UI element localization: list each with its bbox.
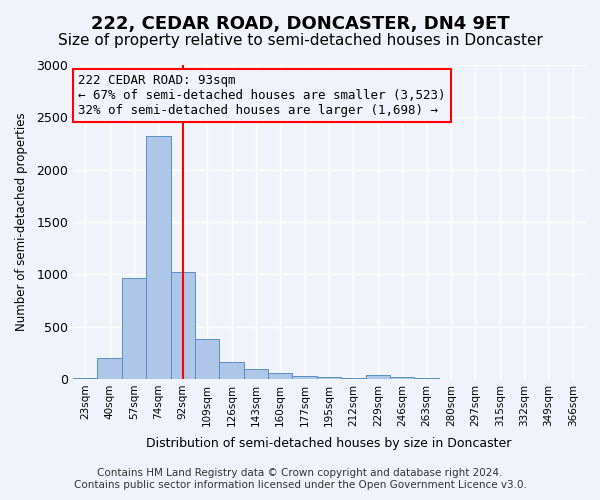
Bar	[244, 370, 268, 379]
Bar	[170, 272, 195, 379]
Text: 222 CEDAR ROAD: 93sqm
← 67% of semi-detached houses are smaller (3,523)
32% of s: 222 CEDAR ROAD: 93sqm ← 67% of semi-deta…	[78, 74, 446, 118]
X-axis label: Distribution of semi-detached houses by size in Doncaster: Distribution of semi-detached houses by …	[146, 437, 512, 450]
Bar	[97, 358, 122, 379]
Bar	[220, 362, 244, 379]
Text: 222, CEDAR ROAD, DONCASTER, DN4 9ET: 222, CEDAR ROAD, DONCASTER, DN4 9ET	[91, 15, 509, 33]
Bar	[317, 377, 341, 379]
Bar	[146, 136, 170, 379]
Bar	[365, 374, 390, 379]
Bar	[292, 376, 317, 379]
Bar	[122, 278, 146, 379]
Text: Size of property relative to semi-detached houses in Doncaster: Size of property relative to semi-detach…	[58, 32, 542, 48]
Text: Contains HM Land Registry data © Crown copyright and database right 2024.
Contai: Contains HM Land Registry data © Crown c…	[74, 468, 526, 490]
Bar	[73, 378, 97, 379]
Bar	[390, 378, 415, 379]
Bar	[415, 378, 439, 379]
Y-axis label: Number of semi-detached properties: Number of semi-detached properties	[15, 112, 28, 332]
Bar	[195, 339, 220, 379]
Bar	[341, 378, 365, 379]
Bar	[268, 373, 292, 379]
